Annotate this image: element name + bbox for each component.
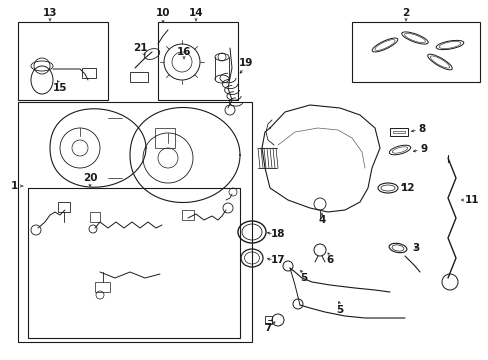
Text: 7: 7 (264, 323, 271, 333)
Bar (18, 102, 251, 342)
Bar (90, 212, 100, 222)
Text: 21: 21 (132, 43, 147, 53)
Text: 1: 1 (10, 181, 18, 191)
Text: 2: 2 (402, 8, 409, 18)
Bar (182, 210, 194, 220)
Bar (28, 188, 240, 338)
Bar (389, 128, 407, 136)
Bar (18, 22, 108, 100)
Text: 11: 11 (464, 195, 478, 205)
Text: 3: 3 (411, 243, 419, 253)
Bar (82, 68, 96, 78)
Text: 18: 18 (270, 229, 285, 239)
Text: 19: 19 (238, 58, 253, 68)
Bar (392, 131, 404, 133)
Text: 13: 13 (42, 8, 57, 18)
Bar (351, 22, 479, 82)
Text: 12: 12 (400, 183, 414, 193)
Bar (130, 72, 148, 82)
Text: 9: 9 (420, 144, 427, 154)
Bar (158, 22, 238, 100)
Bar (95, 282, 110, 292)
Text: 8: 8 (418, 124, 425, 134)
Text: 6: 6 (325, 255, 333, 265)
Text: 5: 5 (300, 273, 307, 283)
Text: 14: 14 (188, 8, 203, 18)
Text: 4: 4 (318, 215, 325, 225)
Bar (264, 316, 271, 324)
Text: 17: 17 (270, 255, 285, 265)
Text: 15: 15 (53, 83, 67, 93)
Text: 5: 5 (336, 305, 343, 315)
Bar (155, 128, 175, 148)
Text: 16: 16 (176, 47, 191, 57)
Bar (58, 202, 70, 212)
Text: 10: 10 (156, 8, 170, 18)
Text: 20: 20 (82, 173, 97, 183)
